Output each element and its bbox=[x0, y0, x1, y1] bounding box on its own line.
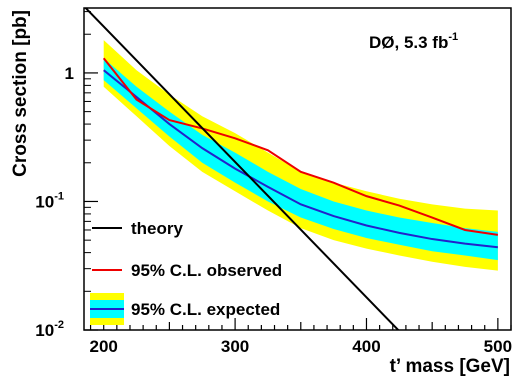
y-tick-exponent: -1 bbox=[54, 190, 64, 202]
legend: theory 95% C.L. observed 95% C.L. expected bbox=[90, 219, 282, 325]
expected-line bbox=[103, 69, 498, 249]
y-tick-base: 1 bbox=[65, 64, 74, 83]
y-tick-label: 1 bbox=[65, 64, 74, 83]
theory-line bbox=[84, 8, 400, 330]
annotation-label: DØ, 5.3 fb-1 bbox=[369, 31, 458, 52]
x-tick-label: 500 bbox=[484, 337, 512, 356]
expected-1sigma-band-layer bbox=[103, 58, 498, 261]
y-tick-base: 10 bbox=[35, 192, 54, 211]
legend-expected-label: 95% C.L. expected bbox=[131, 300, 280, 319]
legend-observed-label: 95% C.L. observed bbox=[131, 261, 282, 280]
y-tick-label: 10-2 bbox=[35, 319, 64, 340]
series-lines-layer bbox=[84, 8, 499, 330]
x-axis-title: t’ mass [GeV] bbox=[390, 356, 510, 377]
y-tick-label: 10-1 bbox=[35, 190, 64, 211]
y-tick-base: 10 bbox=[35, 321, 54, 340]
y-axis-title: Cross section [pb] bbox=[10, 10, 31, 177]
x-tick-label: 400 bbox=[352, 337, 380, 356]
annotation-exponent: -1 bbox=[448, 31, 458, 43]
expected-band-1sigma bbox=[103, 58, 498, 261]
legend-theory-label: theory bbox=[131, 219, 184, 238]
expected-band-2sigma bbox=[103, 40, 498, 271]
observed-line bbox=[102, 57, 499, 236]
annotation-main: DØ, 5.3 fb bbox=[369, 33, 448, 52]
x-tick-label: 200 bbox=[90, 337, 118, 356]
plot-frame bbox=[83, 7, 512, 331]
x-tick-label: 300 bbox=[221, 337, 249, 356]
y-tick-exponent: -2 bbox=[54, 319, 64, 331]
expected-2sigma-band-layer bbox=[103, 40, 498, 271]
